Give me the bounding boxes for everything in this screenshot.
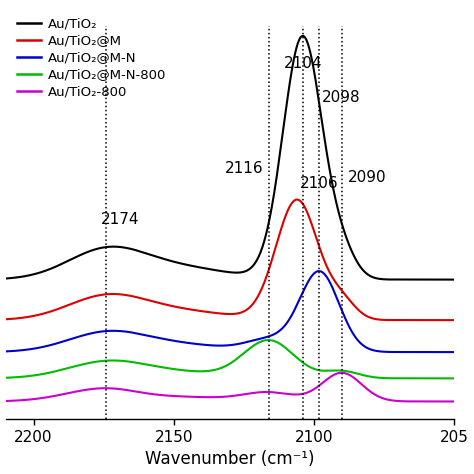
Legend: Au/TiO₂, Au/TiO₂@M, Au/TiO₂@M-N, Au/TiO₂@M-N-800, Au/TiO₂-800: Au/TiO₂, Au/TiO₂@M, Au/TiO₂@M-N, Au/TiO₂… [12,12,172,103]
Text: 2090: 2090 [347,170,386,185]
Text: 2106: 2106 [300,176,338,191]
Text: 2098: 2098 [322,91,361,106]
Text: 2116: 2116 [225,161,264,176]
Text: 2174: 2174 [101,212,139,227]
X-axis label: Wavenumber (cm⁻¹): Wavenumber (cm⁻¹) [145,450,315,468]
Text: 2104: 2104 [283,56,322,71]
